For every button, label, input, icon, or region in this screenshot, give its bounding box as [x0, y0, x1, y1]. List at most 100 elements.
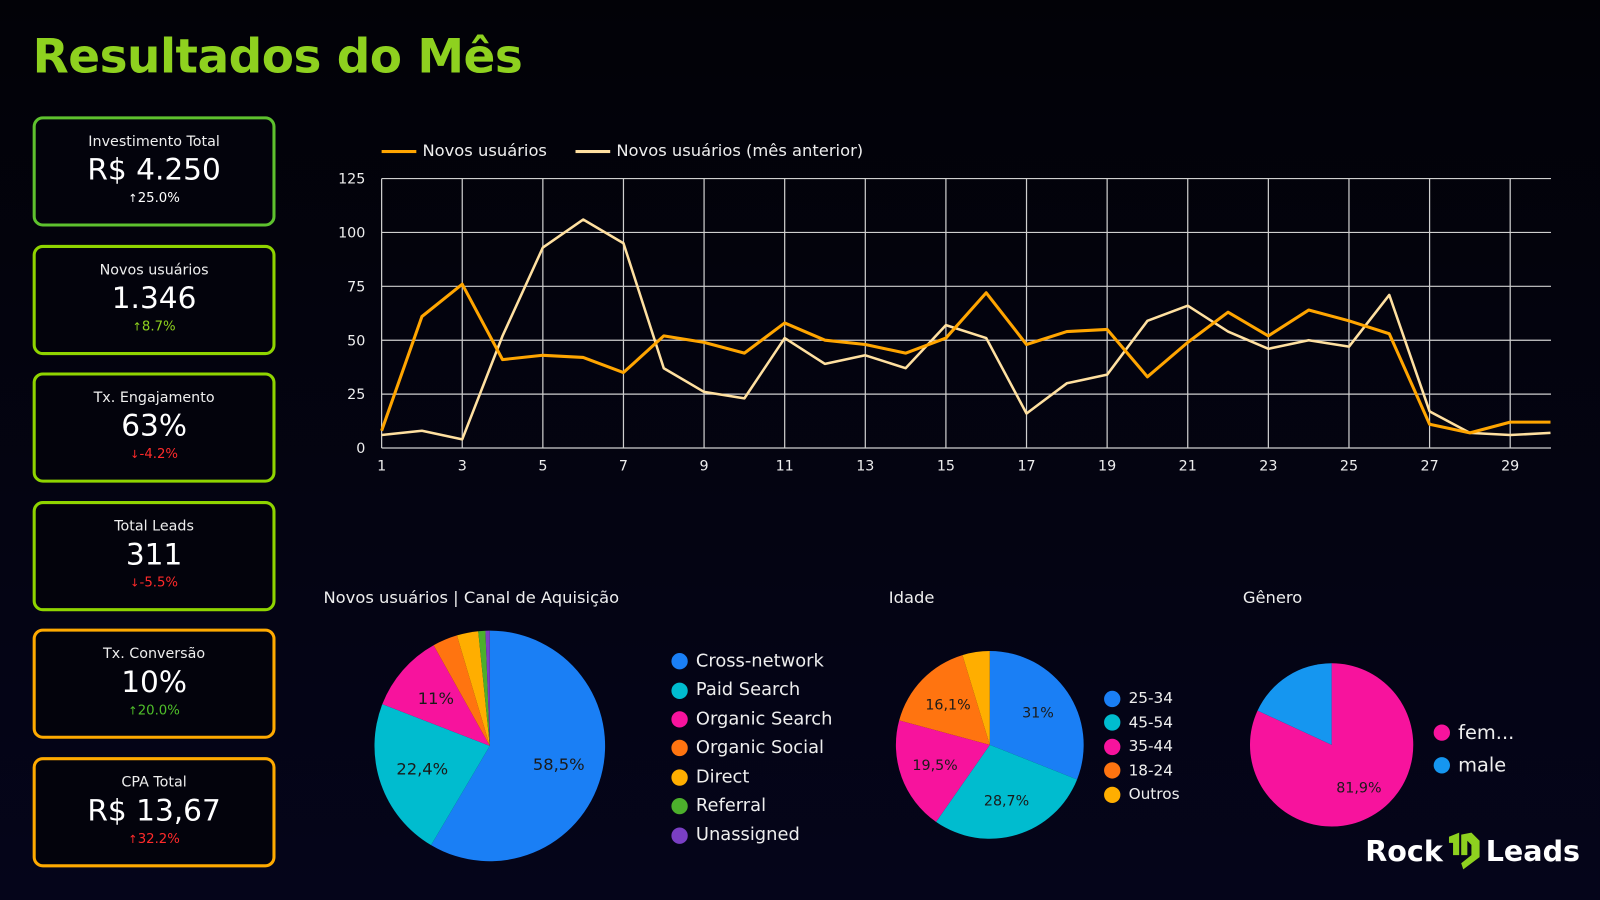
legend-item[interactable]: Organic Search	[671, 705, 832, 734]
pie-slice[interactable]	[962, 651, 990, 745]
legend-label: 45-54	[1128, 712, 1174, 732]
x-tick-label: 29	[1501, 458, 1519, 474]
legend-label: Cross-network	[695, 651, 824, 672]
legend-item[interactable]: Outros	[1104, 783, 1180, 807]
x-tick-label: 13	[856, 458, 874, 474]
legend-item[interactable]: male	[1433, 749, 1515, 782]
legend-item[interactable]: Cross-network	[671, 647, 832, 676]
legend-item[interactable]: Organic Social	[671, 734, 832, 763]
legend-item[interactable]: Unassigned	[671, 821, 832, 850]
pie-title-genero: Gênero	[1242, 587, 1303, 608]
legend-label: fem...	[1458, 721, 1515, 744]
kpi-card: Total Leads 311 -5.5%	[32, 500, 276, 611]
pie-slice[interactable]	[374, 704, 490, 846]
x-tick-label: 3	[458, 458, 467, 474]
kpi-delta: 32.2%	[36, 831, 273, 846]
legend-label: Referral	[695, 795, 767, 817]
pie-slice[interactable]	[433, 635, 490, 746]
kpi-delta: 25.0%	[36, 191, 273, 206]
rockleads-logo: Rock Leads	[1365, 831, 1580, 872]
legend-label: Direct	[695, 766, 750, 788]
legend-item[interactable]: Referral	[671, 792, 832, 821]
pie-slice[interactable]	[456, 631, 490, 746]
legend-item-novos-usuarios[interactable]: Novos usuários	[381, 140, 547, 161]
kpi-value: 1.346	[111, 280, 197, 315]
pie-slice-label: 11%	[418, 689, 454, 708]
logo-text-right: Leads	[1485, 834, 1581, 868]
legend-item-mes-anterior[interactable]: Novos usuários (mês anterior)	[575, 141, 863, 160]
legend-item[interactable]: 18-24	[1104, 759, 1180, 783]
pie-slice[interactable]	[382, 645, 490, 746]
pie-slice[interactable]	[1257, 663, 1332, 745]
legend-label: 25-34	[1128, 688, 1174, 708]
x-tick-label: 15	[937, 458, 955, 474]
pie-slice[interactable]	[989, 651, 1084, 780]
pie-slice[interactable]	[431, 630, 606, 862]
page-title: Resultados do Mês	[32, 28, 523, 84]
pie-slice[interactable]	[485, 630, 490, 746]
kpi-label: Investimento Total	[88, 133, 220, 150]
legend-label: 35-44	[1128, 736, 1174, 756]
kpi-label: Tx. Conversão	[103, 645, 206, 663]
x-tick-label: 1	[377, 458, 386, 474]
pie-slice-label: 81,9%	[1336, 781, 1381, 797]
x-tick-label: 27	[1421, 458, 1439, 474]
x-tick-label: 17	[1017, 458, 1035, 474]
legend-dot-icon	[671, 827, 688, 844]
legend-item[interactable]: Paid Search	[671, 676, 832, 705]
line-series-mes-anterior	[381, 218, 1551, 441]
y-tick-label: 50	[347, 333, 365, 349]
kpi-label: Tx. Engajamento	[93, 389, 215, 407]
legend-label: male	[1458, 754, 1507, 777]
y-tick-label: 25	[347, 387, 365, 403]
kpi-delta: 20.0%	[36, 703, 273, 718]
legend-item[interactable]: 25-34	[1104, 687, 1180, 711]
pie-slice[interactable]	[478, 630, 490, 746]
legend-label: Novos usuários	[422, 140, 547, 161]
pie-slice-label: 31%	[1022, 705, 1054, 721]
x-tick-label: 9	[700, 458, 709, 474]
legend-dot-icon	[671, 798, 688, 815]
pie-slice-label: 58,5%	[533, 755, 585, 774]
pie-slice[interactable]	[936, 744, 1078, 839]
pie-slice[interactable]	[899, 655, 990, 745]
kpi-card: CPA Total R$ 13,67 32.2%	[32, 756, 276, 867]
kpi-label: Novos usuários	[99, 261, 209, 279]
kpi-value: 63%	[121, 408, 187, 443]
line-series-novos-usuarios	[380, 282, 1551, 435]
x-tick-label: 19	[1098, 458, 1116, 474]
x-tick-label: 23	[1259, 458, 1277, 474]
legend-dot-icon	[1104, 714, 1121, 731]
legend-item[interactable]: fem...	[1433, 716, 1515, 749]
x-tick-label: 5	[538, 458, 547, 474]
legend-item[interactable]: Direct	[671, 763, 832, 792]
legend-dot-icon	[671, 682, 688, 699]
pie-slice-label: 22,4%	[396, 759, 448, 778]
legend-label: 18-24	[1128, 760, 1174, 780]
pie-legend-idade: 25-34 45-54 35-44 18-24 Outros	[1104, 687, 1180, 807]
pie-slice-label: 16,1%	[925, 697, 970, 713]
legend-item[interactable]: 35-44	[1104, 735, 1180, 759]
kpi-delta: -5.5%	[36, 575, 273, 590]
pie-slice[interactable]	[895, 720, 990, 822]
x-tick-label: 25	[1340, 458, 1358, 474]
pie-legend-canal: Cross-network Paid Search Organic Search Or…	[671, 647, 832, 850]
legend-dot-icon	[1104, 690, 1121, 707]
legend-dot-icon	[671, 769, 688, 786]
kpi-value: R$ 13,67	[87, 792, 221, 828]
legend-label: Organic Search	[695, 708, 833, 730]
legend-dot-icon	[671, 740, 688, 757]
y-tick-label: 125	[338, 172, 365, 188]
kpi-delta: -4.2%	[36, 447, 273, 462]
kpi-card: Tx. Engajamento 63% -4.2%	[32, 372, 276, 483]
legend-label: Outros	[1128, 784, 1180, 804]
kpi-value: 311	[125, 536, 183, 571]
legend-label: Paid Search	[695, 680, 801, 701]
legend-dot-icon	[1433, 757, 1450, 774]
pie-legend-genero: fem... male	[1433, 716, 1515, 782]
pie-slice-label: 28,7%	[984, 794, 1029, 810]
legend-label: Organic Social	[695, 737, 825, 759]
legend-dot-icon	[671, 711, 688, 728]
kpi-card: Investimento Total R$ 4.250 25.0%	[32, 116, 276, 227]
legend-item[interactable]: 45-54	[1104, 711, 1180, 735]
